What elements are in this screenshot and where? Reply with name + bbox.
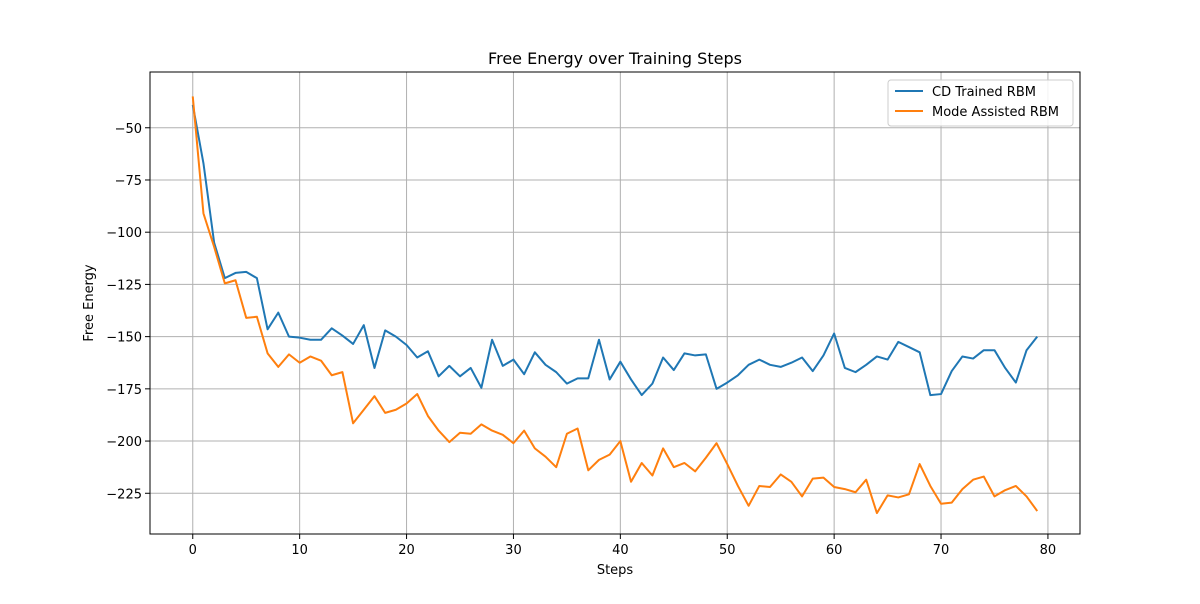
- series-line-mode-assisted-rbm: [191, 96, 1039, 515]
- y-tick-label: −175: [106, 383, 142, 398]
- y-tick-label: −150: [106, 331, 142, 346]
- y-tick-label: −125: [106, 278, 142, 293]
- y-tick-label: −75: [115, 174, 142, 189]
- x-tick-label: 50: [719, 543, 736, 558]
- x-tick-label: 0: [189, 543, 197, 558]
- y-tick-label: −100: [106, 226, 142, 241]
- x-tick-label: 60: [826, 543, 843, 558]
- axis-ticks: 0 10 20 30 40 50 60 70 80 −50 −75 −100 −125 −150 −175 −…: [106, 122, 1056, 558]
- x-tick-label: 70: [933, 543, 950, 558]
- legend-label-mode: Mode Assisted RBM: [932, 105, 1059, 120]
- y-tick-label: −225: [106, 487, 142, 502]
- y-tick-label: −50: [115, 122, 142, 137]
- x-tick-label: 10: [291, 543, 308, 558]
- y-axis-label: Free Energy: [82, 264, 97, 342]
- legend-box: [887, 79, 1074, 127]
- y-tick-label: −200: [106, 435, 142, 450]
- series-lines: [191, 96, 1039, 515]
- x-tick-label: 40: [612, 543, 629, 558]
- grid: [150, 72, 1080, 534]
- plot-frame: [149, 71, 1081, 535]
- x-axis-label: Steps: [597, 563, 634, 578]
- legend: CD Trained RBM Mode Assisted RBM: [887, 79, 1074, 127]
- chart-title: Free Energy over Training Steps: [488, 49, 742, 68]
- legend-label-cd: CD Trained RBM: [932, 85, 1036, 100]
- x-tick-label: 80: [1040, 543, 1057, 558]
- x-tick-label: 20: [398, 543, 415, 558]
- x-tick-label: 30: [505, 543, 522, 558]
- series-line-cd-trained-rbm: [191, 104, 1039, 397]
